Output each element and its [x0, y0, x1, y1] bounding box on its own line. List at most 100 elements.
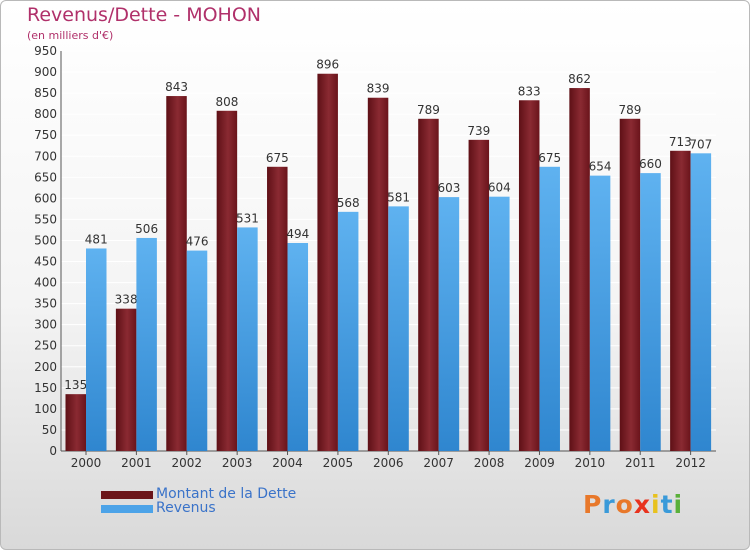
- x-tick-label: 2012: [675, 456, 706, 470]
- chart-title: Revenus/Dette - MOHON: [27, 4, 262, 26]
- x-tick-label: 2006: [373, 456, 404, 470]
- proxiti-logo: Proxiti: [583, 490, 683, 519]
- data-label-dette: 843: [165, 80, 188, 94]
- bar-dette: [367, 97, 389, 451]
- logo-letter: o: [615, 490, 634, 519]
- data-label-dette: 833: [518, 84, 541, 98]
- y-tick-label: 200: [34, 360, 57, 374]
- x-tick-label: 2008: [474, 456, 505, 470]
- data-label-dette: 808: [215, 95, 238, 109]
- data-label-dette: 862: [568, 72, 591, 86]
- logo-letter: t: [660, 490, 674, 519]
- x-tick-label: 2002: [171, 456, 202, 470]
- bar-dette: [468, 139, 490, 451]
- data-label-dette: 713: [669, 135, 692, 149]
- data-label-dette: 789: [417, 103, 440, 117]
- data-label-revenus: 654: [589, 160, 612, 174]
- y-tick-label: 850: [34, 86, 57, 100]
- logo-letter: i: [651, 490, 661, 519]
- bar-revenus: [337, 211, 359, 451]
- y-tick-label: 950: [34, 44, 57, 58]
- x-tick-label: 2009: [524, 456, 555, 470]
- x-tick-label: 2003: [222, 456, 253, 470]
- legend-label-revenus: Revenus: [156, 500, 216, 516]
- data-label-revenus: 506: [135, 222, 158, 236]
- y-tick-label: 350: [34, 297, 57, 311]
- legend-swatch-dette: [101, 491, 153, 499]
- y-tick-label: 750: [34, 128, 57, 142]
- logo-letter: x: [633, 490, 651, 519]
- bar-revenus: [489, 196, 510, 451]
- data-label-dette: 675: [266, 151, 289, 165]
- data-label-dette: 839: [367, 82, 390, 96]
- bar-dette: [216, 110, 238, 451]
- y-tick-label: 400: [34, 276, 57, 290]
- y-tick-label: 0: [49, 444, 57, 458]
- logo-letter: r: [602, 490, 616, 519]
- data-label-revenus: 476: [186, 235, 209, 249]
- bar-revenus: [287, 243, 309, 451]
- bar-revenus: [237, 227, 258, 451]
- y-tick-label: 700: [34, 149, 57, 163]
- x-tick-label: 2004: [272, 456, 303, 470]
- bar-revenus: [589, 175, 611, 451]
- data-label-dette: 338: [115, 293, 138, 307]
- logo-letter: P: [583, 490, 603, 519]
- y-tick-label: 900: [34, 65, 57, 79]
- y-tick-label: 650: [34, 170, 57, 184]
- bar-revenus: [438, 197, 460, 451]
- data-label-dette: 789: [619, 103, 642, 117]
- data-label-revenus: 603: [437, 181, 460, 195]
- x-tick-label: 2010: [575, 456, 606, 470]
- data-label-revenus: 660: [639, 157, 662, 171]
- bar-revenus: [86, 248, 107, 451]
- bar-dette: [619, 118, 641, 451]
- legend-label-dette: Montant de la Dette: [156, 486, 297, 502]
- chart-subtitle: (en milliers d'€): [27, 29, 114, 42]
- data-label-dette: 135: [64, 378, 87, 392]
- data-label-revenus: 481: [85, 232, 108, 246]
- y-tick-label: 800: [34, 107, 57, 121]
- bar-revenus: [186, 250, 208, 451]
- y-tick-label: 100: [34, 402, 57, 416]
- y-tick-label: 500: [34, 233, 57, 247]
- x-tick-label: 2007: [423, 456, 454, 470]
- bar-dette: [518, 100, 540, 452]
- bar-dette: [317, 73, 338, 451]
- data-label-revenus: 494: [286, 227, 309, 241]
- x-tick-label: 2011: [625, 456, 656, 470]
- bar-dette: [115, 308, 137, 451]
- data-label-revenus: 604: [488, 181, 511, 195]
- y-tick-label: 150: [34, 381, 57, 395]
- data-label-revenus: 568: [337, 196, 360, 210]
- y-tick-label: 50: [42, 423, 57, 437]
- bar-revenus: [388, 206, 409, 451]
- y-tick-label: 450: [34, 255, 57, 269]
- x-tick-label: 2001: [121, 456, 152, 470]
- data-label-revenus: 531: [236, 211, 259, 225]
- bar-revenus: [136, 237, 157, 451]
- bar-dette: [569, 88, 590, 451]
- bar-dette: [670, 150, 691, 451]
- bar-revenus: [539, 166, 560, 451]
- y-tick-label: 550: [34, 212, 57, 226]
- bar-revenus: [640, 173, 661, 451]
- data-label-revenus: 707: [689, 137, 712, 151]
- y-tick-label: 600: [34, 191, 57, 205]
- bar-dette: [267, 166, 288, 451]
- x-tick-label: 2000: [71, 456, 102, 470]
- logo-letter: i: [673, 490, 684, 519]
- bar-dette: [418, 118, 439, 451]
- y-tick-label: 250: [34, 339, 57, 353]
- data-label-revenus: 581: [387, 190, 410, 204]
- bar-dette: [166, 96, 187, 451]
- data-label-dette: 739: [467, 124, 490, 138]
- bar-revenus: [690, 153, 712, 451]
- x-tick-label: 2005: [323, 456, 354, 470]
- data-label-revenus: 675: [538, 151, 561, 165]
- data-label-dette: 896: [316, 58, 339, 72]
- bar-dette: [65, 394, 86, 451]
- legend-swatch-revenus: [101, 505, 153, 513]
